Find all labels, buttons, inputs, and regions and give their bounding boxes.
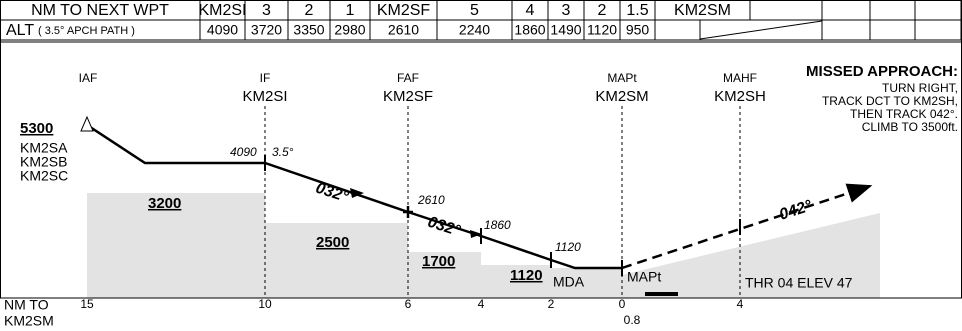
fix-name: KM2SI	[242, 88, 287, 105]
fix-role: IF	[260, 71, 271, 85]
fix-lines	[264, 106, 741, 298]
cell: 1490	[550, 22, 581, 38]
row-label: NM TO NEXT WPT	[31, 2, 169, 19]
axis-tick: 10	[258, 297, 272, 311]
iaf-fix: KM2SB	[20, 154, 67, 170]
cell: 950	[626, 22, 650, 38]
path-label: 1120	[555, 240, 581, 254]
missed-path	[621, 183, 873, 270]
fix-ticks	[264, 155, 741, 276]
missed-line: THEN TRACK 042°.	[850, 107, 958, 121]
segment-minimum: 2500	[316, 234, 349, 251]
missed-line: TRACK DCT TO KM2SH,	[822, 94, 958, 108]
cell: 3350	[293, 22, 324, 38]
segment-minimum: 1120	[510, 267, 543, 284]
cell: 1860	[514, 22, 545, 38]
cell: 2	[598, 2, 607, 19]
path-label: 042°	[777, 197, 814, 224]
iaf-triangle	[80, 115, 94, 132]
missed-line: TURN RIGHT,	[882, 81, 958, 95]
axis-tick: 4	[478, 297, 485, 311]
cell: 1120	[587, 22, 617, 38]
fix-name: KM2SF	[383, 88, 433, 105]
segment-minimum: 1700	[422, 253, 455, 270]
axis-tick: 0	[619, 297, 626, 311]
cell: 5	[470, 2, 479, 19]
cell: 4	[526, 2, 535, 19]
axis-tick: 6	[405, 297, 412, 311]
fix-name: KM2SH	[714, 88, 766, 105]
cell: 1.5	[626, 2, 648, 19]
iaf-fix: KM2SC	[20, 168, 68, 184]
cell: 4090	[207, 22, 238, 38]
path-label: 032°	[425, 214, 462, 241]
fix-role: FAF	[397, 71, 419, 85]
fix-role: IAF	[79, 71, 98, 85]
missed-title: MISSED APPROACH:	[806, 63, 958, 80]
path-label: 3.5°	[272, 145, 294, 159]
path-label: 1860	[484, 218, 511, 232]
faf-cross	[403, 206, 413, 218]
cell: 2610	[388, 22, 419, 38]
cell: 3	[262, 2, 271, 19]
cell: 1	[346, 2, 355, 19]
cell: KM2SF	[377, 2, 431, 19]
cell: 3	[562, 2, 571, 19]
missed-line: CLIMB TO 3500ft.	[862, 120, 958, 134]
cell: KM2SM	[674, 2, 731, 19]
iaf-altitude: 5300	[20, 120, 53, 137]
axis-label: NM TO	[4, 297, 49, 313]
axis-label: KM2SM	[4, 313, 54, 329]
diagonal	[699, 20, 823, 40]
fix-role: MAHF	[723, 71, 757, 85]
path-label: MDA	[553, 274, 585, 290]
axis-tick: 15	[80, 297, 94, 311]
cell: 2240	[459, 22, 490, 38]
segment-minimum: 3200	[148, 195, 181, 212]
cell: 3720	[251, 22, 282, 38]
path-label: 032°	[313, 180, 350, 207]
map-bar	[645, 292, 678, 296]
row-note: ( 3.5° APCH PATH )	[38, 25, 135, 37]
axis-tick: 0.8	[624, 313, 641, 327]
path-label: 4090	[230, 145, 257, 159]
axis-tick: 4	[737, 297, 744, 311]
path-label: MAPt	[627, 269, 661, 285]
terrain	[87, 193, 880, 298]
cell: KM2SI	[198, 2, 246, 19]
path-label: 2610	[417, 193, 445, 207]
row-label: ALT	[6, 22, 34, 39]
path-label: THR 04 ELEV 47	[745, 275, 853, 291]
cell: 2	[305, 2, 314, 19]
iaf-fix: KM2SA	[20, 140, 68, 156]
cell: 2980	[334, 22, 365, 38]
fix-role: MAPt	[607, 71, 637, 85]
arrows	[350, 188, 482, 238]
axis-tick: 2	[548, 297, 555, 311]
fix-name: KM2SM	[595, 88, 648, 105]
approach-path	[86, 123, 622, 270]
